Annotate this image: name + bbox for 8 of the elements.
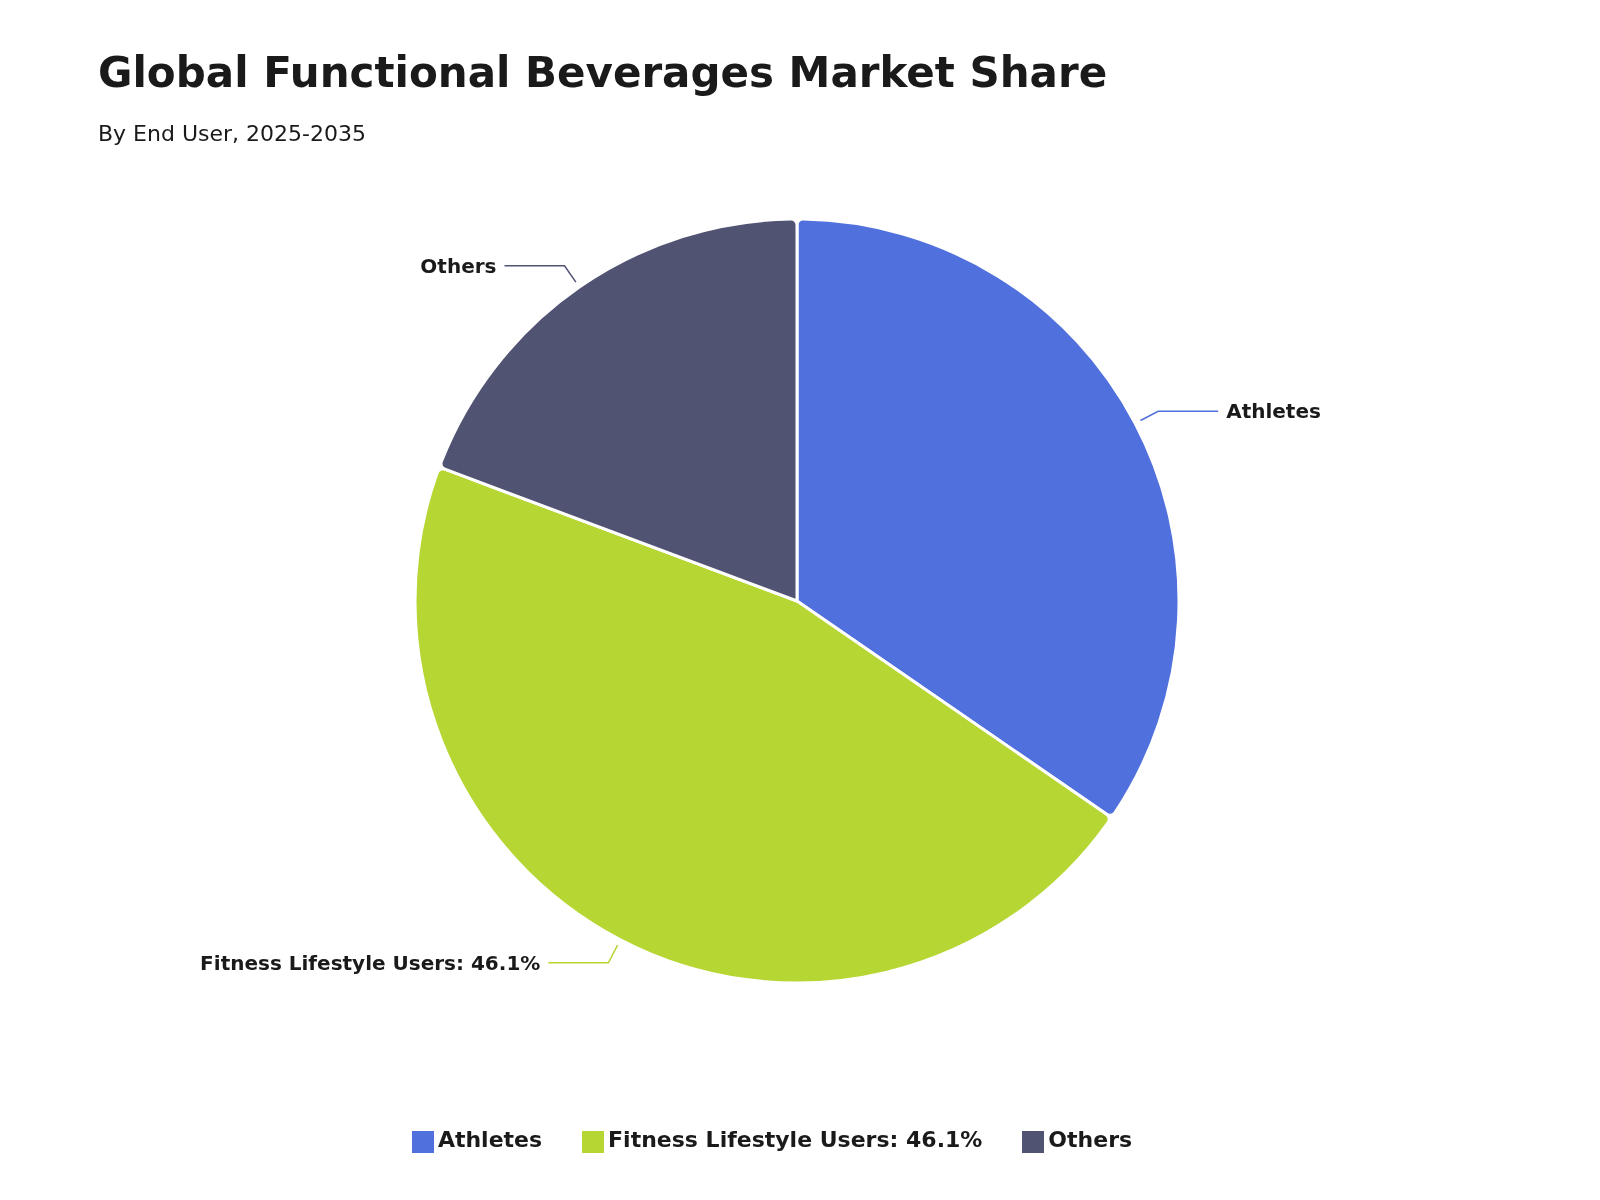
slice-label: Others [420, 253, 497, 278]
chart-subtitle: By End User, 2025-2035 [98, 121, 366, 146]
legend-label: Fitness Lifestyle Users: 46.1% [608, 1126, 983, 1152]
legend-label: Others [1048, 1126, 1133, 1152]
legend-label: Athletes [437, 1126, 543, 1152]
chart-title: Global Functional Beverages Market Share [98, 48, 1108, 97]
slice-label: Athletes [1226, 399, 1321, 424]
slice-label: Fitness Lifestyle Users: 46.1% [200, 950, 541, 975]
